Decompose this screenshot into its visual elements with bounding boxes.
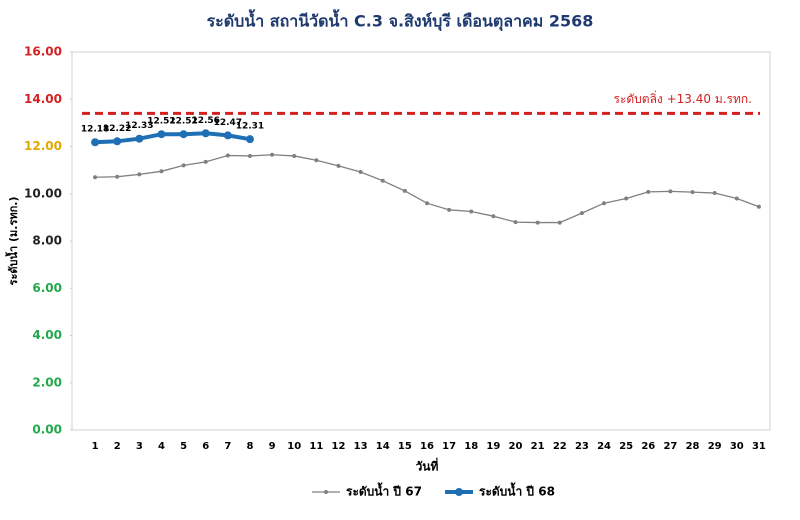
point — [179, 130, 188, 139]
x-tick-label: 1 — [92, 441, 99, 452]
point — [159, 169, 164, 174]
point — [469, 209, 474, 214]
data-label: 12.56 — [191, 116, 219, 126]
data-label: 12.33 — [125, 121, 153, 131]
point — [425, 201, 429, 206]
data-label: 12.52 — [169, 117, 197, 127]
x-tick-label: 10 — [287, 441, 301, 452]
x-tick-label: 13 — [354, 441, 368, 452]
x-tick-label: 21 — [531, 441, 545, 452]
point — [245, 135, 254, 144]
point — [270, 152, 275, 157]
y-tick-label: 12.00 — [24, 139, 62, 153]
y-axis-label: ระดับน้ำ (ม.รทก.) — [5, 197, 20, 286]
x-tick-label: 18 — [464, 441, 478, 452]
point — [513, 220, 518, 225]
point — [491, 214, 496, 219]
x-tick-label: 5 — [180, 441, 187, 452]
x-tick-label: 22 — [553, 441, 567, 452]
point — [557, 220, 562, 225]
y-tick-label: 4.00 — [32, 328, 62, 342]
plot-border — [71, 51, 771, 431]
point — [646, 189, 651, 194]
data-label: 12.31 — [236, 122, 264, 132]
x-tick-label: 23 — [575, 441, 589, 452]
y-tick-label: 0.00 — [32, 423, 62, 437]
legend-marker — [324, 490, 328, 494]
x-tick-label: 25 — [619, 441, 633, 452]
x-tick-label: 8 — [246, 441, 253, 452]
point — [380, 178, 385, 183]
point — [181, 163, 186, 168]
point — [690, 190, 695, 195]
x-tick-label: 24 — [597, 441, 611, 452]
x-tick-label: 15 — [398, 441, 412, 452]
point — [712, 191, 717, 196]
y-tick-label: 6.00 — [32, 281, 62, 295]
point — [734, 196, 739, 201]
x-tick-label: 14 — [376, 441, 390, 452]
point — [93, 175, 98, 180]
x-tick-label: 2 — [114, 441, 121, 452]
data-label: 12.22 — [103, 124, 131, 134]
x-tick-label: 11 — [309, 441, 323, 452]
point — [447, 207, 452, 212]
x-tick-label: 4 — [158, 441, 165, 452]
y-tick-label: 8.00 — [32, 234, 62, 248]
y-tick-label: 2.00 — [32, 375, 62, 389]
x-tick-label: 27 — [663, 441, 677, 452]
y-tick-label: 10.00 — [24, 186, 62, 200]
data-label: 12.52 — [147, 117, 175, 127]
point — [624, 196, 629, 201]
x-tick-label: 29 — [708, 441, 722, 452]
point — [535, 220, 540, 225]
x-tick-label: 26 — [641, 441, 655, 452]
point — [336, 163, 341, 168]
x-tick-label: 19 — [486, 441, 500, 452]
data-label: 12.18 — [81, 125, 109, 135]
x-tick-label: 17 — [442, 441, 456, 452]
x-tick-label: 9 — [269, 441, 276, 452]
point — [137, 172, 142, 177]
point — [292, 153, 297, 158]
x-tick-label: 31 — [752, 441, 766, 452]
x-axis-label: วันที่ — [416, 458, 439, 474]
chart-title: ระดับน้ำ สถานีวัดน้ำ C.3 จ.สิงห์บุรี เดื… — [207, 9, 594, 32]
point — [135, 134, 144, 143]
point — [314, 158, 319, 163]
x-tick-label: 12 — [332, 441, 346, 452]
point — [113, 137, 122, 146]
point — [203, 159, 208, 164]
legend-label: ระดับน้ำ ปี 67 — [346, 482, 422, 499]
series-line — [95, 154, 760, 224]
point — [223, 131, 232, 140]
legend-marker — [455, 488, 463, 496]
point — [402, 188, 407, 193]
x-tick-label: 6 — [202, 441, 209, 452]
point — [358, 170, 363, 175]
point — [756, 204, 761, 209]
point — [579, 211, 584, 216]
data-label: 12.47 — [214, 118, 242, 128]
x-tick-label: 3 — [136, 441, 143, 452]
point — [602, 201, 607, 206]
reference-label: ระดับตลิ่ง +13.40 ม.รทก. — [613, 90, 752, 106]
x-tick-label: 16 — [420, 441, 434, 452]
y-tick-label: 14.00 — [24, 92, 62, 106]
x-tick-label: 30 — [730, 441, 744, 452]
x-tick-label: 20 — [509, 441, 523, 452]
point — [247, 153, 252, 158]
point — [201, 129, 210, 138]
point — [157, 130, 166, 139]
point — [225, 153, 230, 158]
x-tick-label: 7 — [224, 441, 231, 452]
point — [668, 189, 673, 194]
point — [115, 174, 120, 179]
y-tick-label: 16.00 — [24, 45, 62, 59]
legend-label: ระดับน้ำ ปี 68 — [479, 482, 555, 499]
x-tick-label: 28 — [686, 441, 700, 452]
point — [91, 138, 100, 147]
